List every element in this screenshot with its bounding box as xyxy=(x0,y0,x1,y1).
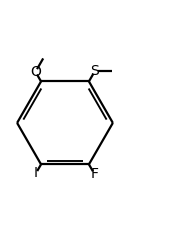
Text: F: F xyxy=(90,167,98,180)
Text: I: I xyxy=(34,166,38,180)
Text: O: O xyxy=(30,65,41,79)
Text: S: S xyxy=(90,64,99,78)
